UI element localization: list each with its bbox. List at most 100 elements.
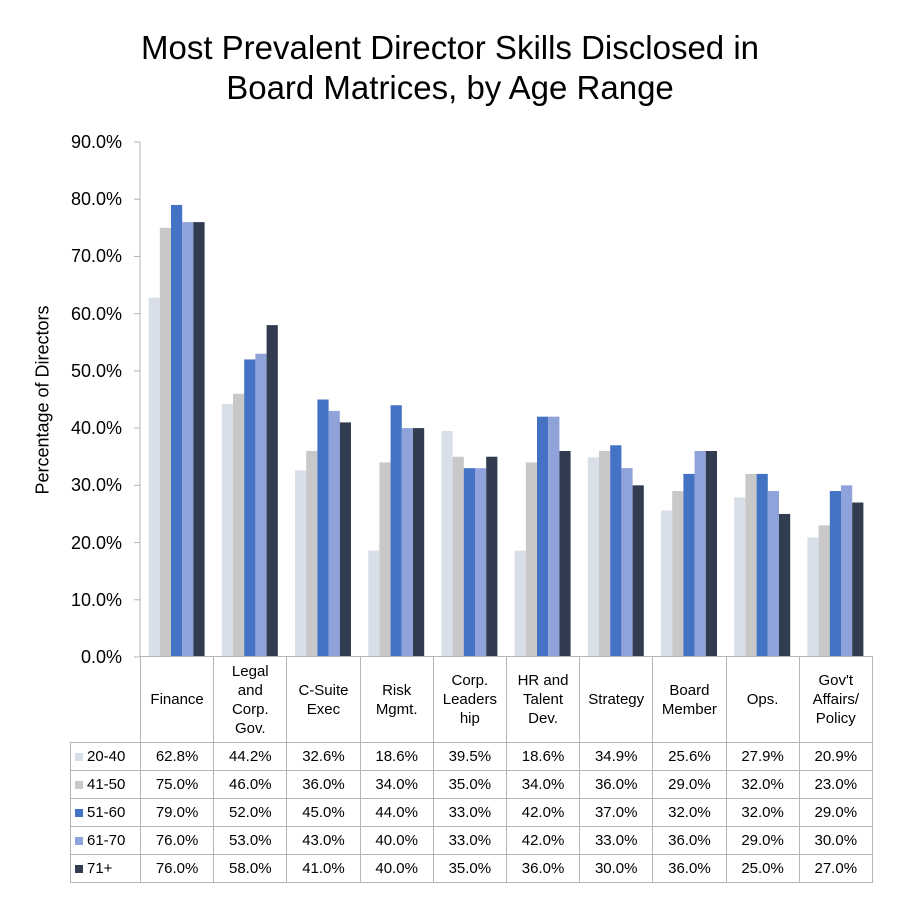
data-label: 36.0%	[505, 854, 581, 883]
category-label-line: Ops.	[746, 691, 779, 708]
data-label: 79.0%	[139, 798, 215, 827]
legend-label: 61-70	[87, 832, 126, 849]
data-label: 34.0%	[505, 770, 581, 799]
category-label-line: Board	[669, 681, 710, 699]
category-label-line: hip	[459, 710, 480, 727]
bar-41-50	[306, 451, 318, 657]
y-tick-label: 10.0%	[70, 589, 122, 610]
legend-key: 51-60	[70, 798, 141, 827]
bar-20-40	[148, 297, 160, 657]
y-tick-label: 50.0%	[70, 360, 122, 381]
data-label: 29.0%	[725, 826, 800, 855]
table-corner	[70, 656, 141, 743]
y-tick-label: 60.0%	[70, 303, 122, 324]
bar-61-70	[401, 428, 413, 657]
category-label-line: and	[237, 681, 263, 699]
bar-51-60	[537, 416, 549, 657]
bar-61-70	[255, 353, 267, 657]
bar-61-70	[548, 416, 560, 657]
category-label: Board Member	[652, 656, 727, 743]
category-label: Gov't Affairs/Policy	[798, 656, 873, 743]
bar-20-40	[587, 457, 599, 657]
bar-61-70	[767, 491, 779, 657]
bar-20-40	[368, 550, 380, 657]
data-label: 46.0%	[213, 770, 288, 799]
y-tick-label: 30.0%	[70, 475, 122, 496]
y-tick-label: 40.0%	[70, 418, 122, 439]
category-label-line: Member	[661, 700, 717, 718]
bar-51-60	[463, 468, 475, 657]
legend-key: 41-50	[70, 770, 141, 799]
data-label: 58.0%	[213, 854, 288, 883]
legend-swatch	[75, 865, 83, 874]
bar-71+	[486, 456, 498, 657]
data-label: 40.0%	[359, 826, 434, 855]
bar-61-70	[475, 468, 487, 657]
legend-swatch	[75, 753, 83, 762]
data-label: 75.0%	[139, 770, 215, 799]
data-label: 37.0%	[579, 798, 654, 827]
bar-51-60	[244, 359, 256, 657]
bar-51-60	[610, 445, 622, 657]
bar-61-70	[182, 222, 194, 657]
y-tick-label: 80.0%	[70, 189, 122, 210]
category-label: HR and Talent Dev.	[505, 656, 581, 743]
data-label: 40.0%	[359, 854, 434, 883]
data-label: 36.0%	[579, 770, 654, 799]
data-label: 62.8%	[139, 742, 215, 771]
data-label: 76.0%	[139, 854, 215, 883]
bar-51-60	[829, 491, 841, 657]
y-tick-label: 20.0%	[70, 532, 122, 553]
bar-61-70	[694, 451, 706, 657]
bar-20-40	[221, 404, 233, 657]
data-table: Finance Legal and Corp. Gov. C-Suite Exec Risk M…	[70, 656, 873, 883]
category-label-line: C-Suite	[298, 681, 349, 699]
data-label: 43.0%	[286, 826, 361, 855]
bar-20-40	[734, 497, 746, 657]
data-label: 30.0%	[798, 826, 873, 855]
bar-20-40	[514, 550, 526, 657]
category-label-line: Dev.	[528, 710, 558, 727]
bar-20-40	[295, 470, 307, 657]
legend-key: 71+	[70, 854, 141, 883]
data-label: 27.9%	[725, 742, 800, 771]
bar-51-60	[317, 399, 329, 657]
category-label: Ops.	[725, 656, 800, 743]
legend-swatch	[75, 781, 83, 790]
data-label: 32.0%	[652, 798, 727, 827]
category-label-line: Mgmt.	[375, 700, 418, 718]
category-label-line: HR and	[517, 672, 569, 689]
bar-71+	[852, 502, 864, 657]
y-tick-label: 70.0%	[70, 246, 122, 267]
category-label-line: Corp.	[451, 672, 489, 689]
bar-71+	[339, 422, 351, 657]
table-row: 71+ 76.0% 58.0% 41.0% 40.0% 35.0% 36.0% 30.0% 36…	[70, 854, 873, 883]
bar-41-50	[159, 227, 171, 658]
bar-20-40	[661, 510, 673, 657]
bar-41-50	[745, 473, 757, 657]
data-label: 42.0%	[505, 826, 581, 855]
category-label-line: Policy	[815, 710, 856, 727]
table-row: 20-40 62.8% 44.2% 32.6% 18.6% 39.5% 18.6% 34.9%…	[70, 742, 873, 771]
bar-61-70	[621, 468, 633, 657]
legend-label: 71+	[87, 860, 113, 877]
category-label-line: Risk	[382, 681, 412, 699]
data-label: 39.5%	[432, 742, 507, 771]
data-label: 36.0%	[652, 826, 727, 855]
bar-71+	[705, 451, 717, 657]
data-label: 20.9%	[798, 742, 873, 771]
category-label-line: Exec	[306, 700, 341, 718]
data-label: 29.0%	[798, 798, 873, 827]
data-label: 45.0%	[286, 798, 361, 827]
data-label: 36.0%	[652, 854, 727, 883]
data-label: 29.0%	[652, 770, 727, 799]
bar-41-50	[599, 451, 611, 657]
data-label: 33.0%	[432, 826, 507, 855]
chart-title-line-2: Board Matrices, by Age Range	[226, 69, 674, 106]
bar-20-40	[807, 537, 819, 657]
bar-51-60	[390, 405, 402, 657]
bar-61-70	[841, 485, 853, 657]
bar-41-50	[672, 491, 684, 657]
data-label: 35.0%	[432, 854, 507, 883]
data-label: 18.6%	[359, 742, 434, 771]
